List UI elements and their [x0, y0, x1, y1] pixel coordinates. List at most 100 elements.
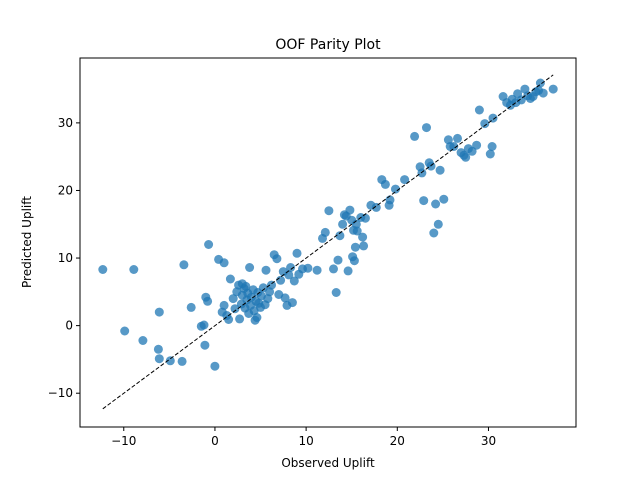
scatter-point [380, 179, 390, 189]
scatter-point [349, 256, 359, 266]
x-axis-label: Observed Uplift [281, 456, 375, 470]
x-axis-ticks: −10 0 10 20 30 [111, 427, 496, 448]
scatter-point [384, 200, 394, 210]
x-tick-label: 10 [298, 434, 313, 448]
scatter-point [200, 340, 210, 350]
scatter-point [289, 276, 299, 286]
scatter-point [199, 320, 209, 330]
scatter-point [453, 133, 462, 143]
scatter-point [329, 264, 338, 274]
scatter-point [252, 313, 262, 322]
chart-title: OOF Parity Plot [275, 37, 381, 53]
x-tick-label: 20 [390, 434, 405, 448]
y-tick-label: −10 [48, 386, 73, 400]
scatter-point [225, 274, 235, 284]
scatter-point [129, 265, 139, 274]
scatter-point [435, 165, 445, 175]
scatter-point [333, 255, 343, 265]
y-tick-label: 20 [58, 183, 73, 197]
scatter-point [487, 142, 497, 151]
scatter-point [292, 248, 302, 258]
y-axis-ticks: −10 0 10 20 30 [48, 116, 80, 400]
scatter-point [219, 300, 229, 310]
scatter-point [320, 227, 330, 237]
scatter-point [120, 326, 130, 336]
scatter-point [153, 344, 163, 354]
scatter-point [400, 175, 410, 185]
reference-line-layer [102, 74, 554, 410]
scatter-point [410, 131, 420, 141]
scatter-point [272, 254, 282, 264]
scatter-point [303, 263, 313, 273]
scatter-point [352, 226, 362, 236]
y-tick-label: 10 [58, 251, 73, 265]
scatter-point [488, 113, 498, 123]
scatter-point [480, 119, 490, 129]
y-tick-label: 0 [65, 319, 73, 333]
scatter-point [261, 265, 271, 275]
scatter-point [345, 205, 355, 215]
scatter-point [419, 196, 429, 206]
scatter-point [154, 354, 164, 364]
scatter-point [472, 140, 482, 150]
x-tick-label: 30 [481, 434, 496, 448]
scatter-point [429, 228, 439, 238]
scatter-point [241, 281, 251, 291]
scatter-point [204, 240, 214, 249]
scatter-point [186, 302, 196, 312]
scatter-point [338, 219, 348, 229]
points-layer [98, 78, 558, 371]
y-axis-label: Predicted Uplift [20, 196, 34, 288]
scatter-point [98, 265, 108, 274]
scatter-point [228, 294, 238, 304]
scatter-point [154, 307, 164, 317]
scatter-point [286, 263, 296, 272]
scatter-point [235, 314, 245, 324]
scatter-point [516, 95, 526, 105]
scatter-point [179, 260, 189, 270]
y-tick-label: 30 [58, 116, 73, 130]
scatter-point [287, 298, 297, 308]
scatter-point [165, 356, 175, 366]
scatter-point [538, 88, 548, 98]
scatter-point [312, 265, 322, 275]
scatter-point [474, 105, 484, 115]
scatter-point [358, 232, 368, 242]
scatter-point [276, 275, 286, 285]
plot-frame [79, 57, 577, 428]
scatter-point [335, 231, 345, 241]
scatter-point [331, 288, 341, 297]
scatter-point [138, 336, 148, 345]
scatter-point [417, 168, 427, 178]
scatter-point [461, 152, 471, 162]
scatter-point [245, 263, 255, 272]
scatter-point [359, 241, 369, 251]
scatter-point [535, 78, 545, 88]
x-tick-label: −10 [111, 434, 136, 448]
scatter-point [280, 293, 290, 303]
scatter-point [431, 199, 441, 209]
scatter-point [343, 266, 353, 276]
scatter-point [449, 142, 459, 151]
scatter-point [224, 315, 234, 324]
scatter-point [439, 194, 449, 204]
scatter-point [203, 296, 213, 306]
scatter-point [422, 123, 431, 133]
x-tick-label: 0 [211, 434, 219, 448]
scatter-point [548, 84, 558, 94]
scatter-point [391, 184, 400, 194]
scatter-point [267, 280, 276, 290]
scatter-point [371, 202, 381, 212]
parity-reference-line [102, 74, 554, 410]
scatter-point [177, 356, 187, 366]
scatter-point [360, 213, 370, 223]
scatter-point [324, 206, 334, 216]
scatter-point [219, 258, 229, 268]
scatter-point [210, 361, 220, 371]
scatter-point [485, 149, 495, 159]
scatter-point [230, 304, 240, 314]
scatter-point [263, 294, 273, 304]
scatter-point [350, 242, 360, 252]
scatter-point [433, 219, 443, 229]
